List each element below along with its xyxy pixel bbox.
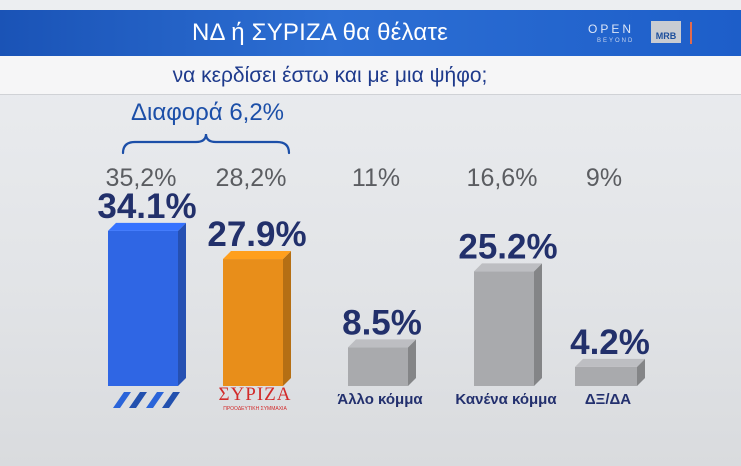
bar-2 bbox=[223, 259, 283, 386]
bar-3-top bbox=[348, 339, 416, 348]
value-label-4: 25.2% bbox=[458, 227, 557, 266]
previous-value-label-4: 16,6% bbox=[467, 164, 538, 192]
nd-logo-stroke bbox=[146, 392, 164, 408]
bar-1 bbox=[108, 230, 178, 386]
nd-logo-stroke bbox=[113, 392, 131, 408]
difference-annotation: Διαφορά 6,2% bbox=[130, 99, 285, 126]
nd-logo-stroke bbox=[162, 392, 180, 408]
category-label-5: ΔΞ/ΔΑ bbox=[585, 391, 631, 408]
category-label-3: Άλλο κόμμα bbox=[337, 391, 423, 408]
logo-divider bbox=[690, 22, 692, 44]
mrb-logo: MRB bbox=[651, 21, 681, 43]
bar-4-top bbox=[474, 263, 542, 272]
bar-5-side bbox=[637, 358, 645, 386]
value-label-3: 8.5% bbox=[342, 303, 422, 342]
bar-4 bbox=[474, 271, 534, 386]
open-logo-text: OPEN bbox=[588, 22, 635, 36]
bar-2-side bbox=[283, 251, 291, 386]
difference-brace bbox=[121, 133, 291, 155]
bar-5 bbox=[575, 366, 637, 386]
previous-value-label-2: 28,2% bbox=[216, 164, 287, 192]
bar-1-top bbox=[108, 222, 186, 231]
syriza-logo-text: ΣΥΡΙΖΑ bbox=[218, 384, 291, 405]
nd-logo bbox=[113, 392, 180, 408]
bar-1-side bbox=[178, 222, 186, 386]
previous-value-label-1: 35,2% bbox=[106, 164, 177, 192]
previous-value-label-5: 9% bbox=[586, 164, 622, 192]
bar-3 bbox=[348, 347, 408, 386]
header-bar: ΝΔ ή ΣΥΡΙΖΑ θα θέλατε OPEN BEYOND MRB bbox=[0, 10, 741, 56]
chart-title: ΝΔ ή ΣΥΡΙΖΑ θα θέλατε bbox=[191, 19, 449, 46]
category-label-4: Κανένα κόμμα bbox=[455, 391, 557, 408]
labels-layer: 34.1%35,2% 27.9% 28,2% 8.5% 11% Άλλο κόμμα 25.… bbox=[97, 164, 650, 412]
bar-3-side bbox=[408, 339, 416, 386]
nd-logo-stroke bbox=[129, 392, 147, 408]
value-label-2: 27.9% bbox=[207, 215, 306, 254]
bars-layer bbox=[108, 222, 645, 386]
value-label-1: 34.1% bbox=[97, 187, 196, 226]
bar-2-top bbox=[223, 251, 291, 260]
previous-value-label-3: 11% bbox=[352, 164, 400, 192]
bar-5-top bbox=[575, 358, 645, 367]
subtitle-bar: να κερδίσει έστω και με μια ψήφο; bbox=[0, 56, 741, 95]
bar-4-side bbox=[534, 263, 542, 386]
value-label-5: 4.2% bbox=[570, 323, 650, 362]
open-logo-subtext: BEYOND bbox=[597, 38, 635, 44]
chart-subtitle: να κερδίσει έστω και με μια ψήφο; bbox=[172, 64, 488, 87]
syriza-logo-subtext: ΠΡΟΟΔΕΥΤΙΚΗ ΣΥΜΜΑΧΙΑ bbox=[223, 406, 287, 412]
